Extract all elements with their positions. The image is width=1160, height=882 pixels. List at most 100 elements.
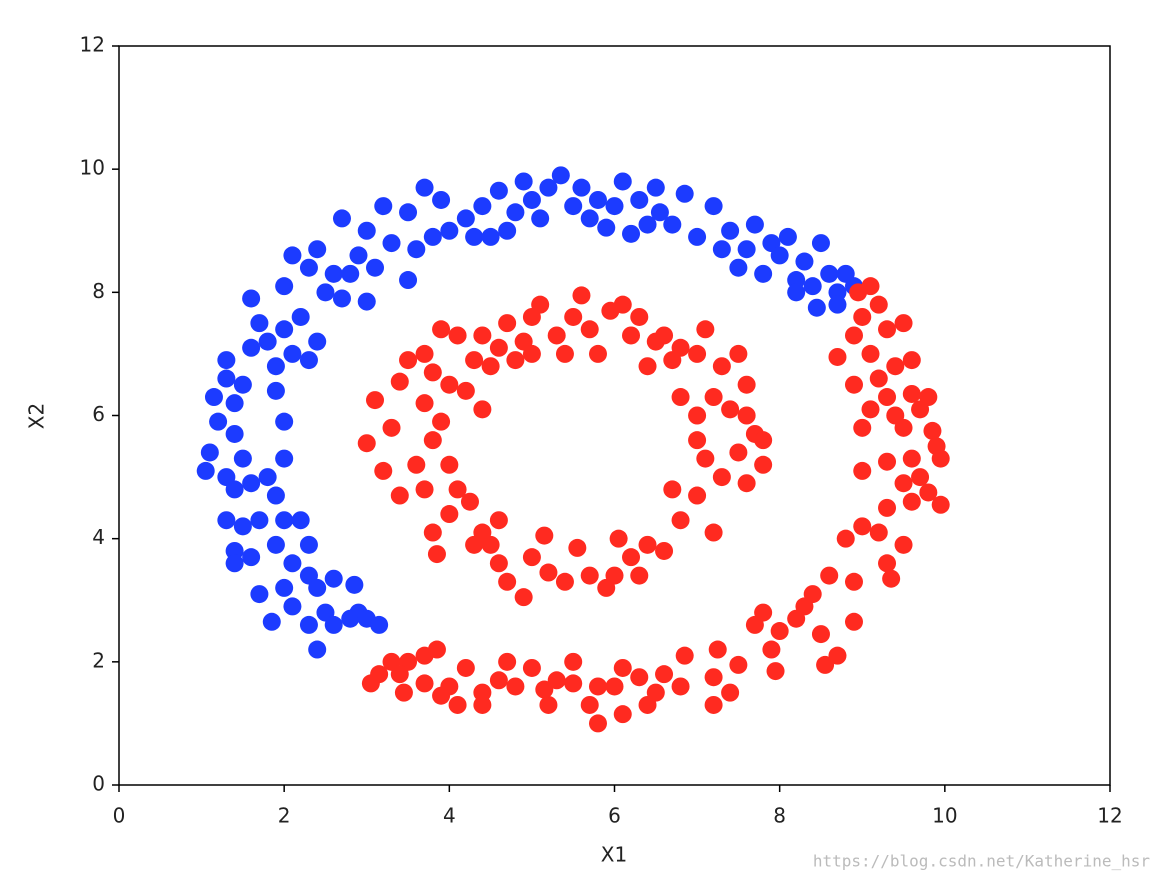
point: [588, 344, 607, 363]
point: [473, 326, 492, 345]
point: [820, 264, 839, 283]
point: [869, 295, 888, 314]
point: [568, 538, 587, 557]
point: [547, 326, 566, 345]
point: [498, 652, 517, 671]
point: [816, 655, 835, 674]
point: [440, 505, 459, 524]
point: [498, 314, 517, 333]
x-axis-label: X1: [601, 843, 627, 867]
point: [836, 529, 855, 548]
point: [911, 400, 930, 419]
x-tick-label: 0: [113, 804, 126, 828]
point: [489, 511, 508, 530]
point: [299, 535, 318, 554]
point: [233, 449, 252, 468]
point: [729, 443, 748, 462]
point: [275, 277, 294, 296]
point: [308, 332, 327, 351]
x-tick-label: 6: [608, 804, 621, 828]
point: [473, 683, 492, 702]
point: [465, 351, 484, 370]
point: [663, 480, 682, 499]
point: [638, 215, 657, 234]
point: [745, 215, 764, 234]
point: [225, 394, 244, 413]
point: [283, 246, 302, 265]
point: [609, 529, 628, 548]
point: [721, 221, 740, 240]
point: [473, 197, 492, 216]
point: [275, 511, 294, 530]
point: [844, 375, 863, 394]
point: [580, 209, 599, 228]
point: [258, 332, 277, 351]
point: [489, 181, 508, 200]
point: [225, 554, 244, 573]
point: [655, 665, 674, 684]
point: [688, 344, 707, 363]
point: [291, 511, 310, 530]
point: [646, 178, 665, 197]
point: [778, 227, 797, 246]
point: [423, 431, 442, 450]
point: [754, 264, 773, 283]
point: [770, 622, 789, 641]
point: [432, 320, 451, 339]
point: [283, 344, 302, 363]
point: [650, 203, 669, 222]
point: [622, 548, 641, 567]
point: [498, 572, 517, 591]
point: [675, 184, 694, 203]
point: [266, 357, 285, 376]
point: [588, 190, 607, 209]
point: [605, 197, 624, 216]
point: [448, 695, 467, 714]
point: [390, 372, 409, 391]
point: [217, 511, 236, 530]
point: [613, 295, 632, 314]
point: [754, 431, 773, 450]
point: [415, 178, 434, 197]
point: [415, 674, 434, 693]
point: [242, 338, 261, 357]
point: [258, 468, 277, 487]
point: [324, 264, 343, 283]
point: [861, 400, 880, 419]
point: [341, 264, 360, 283]
y-tick-label: 4: [92, 525, 105, 549]
point: [407, 240, 426, 259]
point: [729, 344, 748, 363]
y-tick-label: 8: [92, 279, 105, 303]
point: [522, 190, 541, 209]
point: [737, 406, 756, 425]
point: [828, 295, 847, 314]
point: [803, 277, 822, 296]
point: [844, 572, 863, 591]
point: [498, 221, 517, 240]
point: [394, 683, 413, 702]
point: [399, 351, 418, 370]
point: [564, 197, 583, 216]
point: [754, 603, 773, 622]
point: [828, 283, 847, 302]
point: [580, 695, 599, 714]
point: [456, 209, 475, 228]
point: [390, 486, 409, 505]
point: [630, 307, 649, 326]
point: [613, 658, 632, 677]
point: [869, 523, 888, 542]
point: [721, 683, 740, 702]
point: [448, 480, 467, 499]
point: [894, 418, 913, 437]
point: [704, 388, 723, 407]
point: [828, 646, 847, 665]
point: [622, 224, 641, 243]
point: [382, 652, 401, 671]
point: [427, 545, 446, 564]
point: [844, 612, 863, 631]
point: [704, 668, 723, 687]
point: [807, 298, 826, 317]
point: [209, 412, 228, 431]
point: [688, 406, 707, 425]
